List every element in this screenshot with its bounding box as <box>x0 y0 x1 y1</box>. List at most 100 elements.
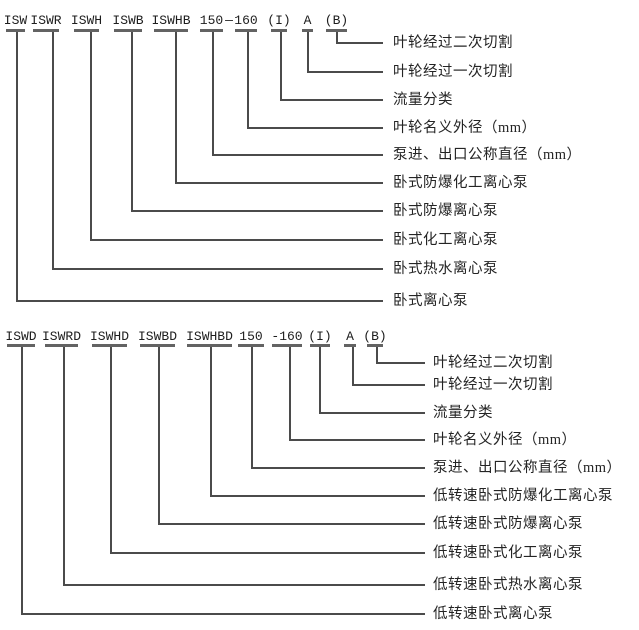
bottom-iswhd-underline <box>92 344 127 347</box>
bottom-iswhbd-connector-horizontal <box>210 495 425 497</box>
top-iswhb-connector-horizontal <box>175 182 383 184</box>
bottom-150-meaning-label: 泵进、出口公称直径（mm） <box>433 460 622 476</box>
bottom-b-meaning-label: 叶轮经过二次切割 <box>433 355 553 371</box>
top-160-connector-horizontal <box>247 127 383 129</box>
top-iswr-code: ISWR <box>30 13 62 28</box>
bottom-iswbd-underline <box>140 344 175 347</box>
top-isw-meaning-label: 卧式离心泵 <box>393 293 468 309</box>
bottom-iswhd-code: ISWHD <box>89 329 130 344</box>
top-iswh-connector-horizontal <box>90 239 383 241</box>
top-iswr-connector-horizontal <box>52 268 383 270</box>
top-iswr-connector-vertical <box>52 32 54 270</box>
top-b-meaning-label: 叶轮经过二次切割 <box>393 35 513 51</box>
bottom-iswrd-connector-vertical <box>63 347 65 586</box>
bottom-iswhbd-connector-vertical <box>210 347 212 497</box>
top-160-meaning-label: 叶轮名义外径（mm） <box>393 120 537 136</box>
bottom-iswbd-code: ISWBD <box>137 329 178 344</box>
bottom-a-connector-vertical <box>352 347 354 386</box>
top-isw-connector-vertical <box>16 32 18 302</box>
top-a-connector-vertical <box>307 32 309 73</box>
bottom-iswrd-code: ISWRD <box>41 329 82 344</box>
bottom-150-connector-vertical <box>251 347 253 469</box>
top-i-meaning-label: 流量分类 <box>393 92 453 108</box>
top-i-code: (I) <box>267 13 291 28</box>
bottom-150-connector-horizontal <box>251 467 425 469</box>
top-b-connector-vertical <box>336 32 338 44</box>
bottom-b-underline <box>367 344 383 347</box>
bottom-a-underline <box>344 344 356 347</box>
top-b-underline <box>326 29 347 32</box>
bottom-iswbd-connector-vertical <box>158 347 160 525</box>
top-iswb-underline <box>114 29 142 32</box>
top-iswb-connector-vertical <box>131 32 133 212</box>
top-iswh-connector-vertical <box>90 32 92 241</box>
top-iswh-underline <box>74 29 99 32</box>
top-isw-connector-horizontal <box>16 300 383 302</box>
bottom-i-connector-horizontal <box>319 412 425 414</box>
bottom-iswbd-meaning-label: 低转速卧式防爆离心泵 <box>433 516 583 532</box>
top-iswhb-connector-vertical <box>175 32 177 184</box>
bottom-iswbd-connector-horizontal <box>158 523 425 525</box>
top-iswh-code: ISWH <box>70 13 103 28</box>
top-i-underline <box>271 29 287 32</box>
top-b-code: (B) <box>324 13 349 28</box>
bottom-iswhbd-underline <box>187 344 232 347</box>
bottom-b-code: (B) <box>363 329 387 344</box>
bottom-i-code: (I) <box>308 329 332 344</box>
top-160-underline <box>235 29 257 32</box>
top-a-connector-horizontal <box>307 71 383 73</box>
bottom-150-underline <box>238 344 264 347</box>
bottom-iswd-underline <box>7 344 35 347</box>
top-isw-code: ISW <box>3 13 28 28</box>
bottom-iswhd-connector-vertical <box>110 347 112 554</box>
top-iswhb-code: ISWHB <box>151 13 191 28</box>
top-150-connector-vertical <box>212 32 214 156</box>
top-iswb-connector-horizontal <box>131 210 383 212</box>
bottom-i-meaning-label: 流量分类 <box>433 405 493 421</box>
bottom-iswd-meaning-label: 低转速卧式离心泵 <box>433 606 553 622</box>
bottom-160-connector-vertical <box>289 347 291 441</box>
top-iswhb-underline <box>154 29 188 32</box>
top-150-meaning-label: 泵进、出口公称直径（mm） <box>393 147 582 163</box>
top-150-code: 150 <box>199 13 224 28</box>
top-150-connector-horizontal <box>212 154 383 156</box>
top-iswr-meaning-label: 卧式热水离心泵 <box>393 261 498 277</box>
top-i-connector-vertical <box>280 32 282 101</box>
bottom-iswhd-meaning-label: 低转速卧式化工离心泵 <box>433 545 583 561</box>
top-i-connector-horizontal <box>280 99 383 101</box>
bottom-iswhbd-meaning-label: 低转速卧式防爆化工离心泵 <box>433 488 613 504</box>
bottom-a-connector-horizontal <box>352 384 425 386</box>
top-a-meaning-label: 叶轮经过一次切割 <box>393 64 513 80</box>
top-b-connector-horizontal <box>336 42 383 44</box>
bottom-iswrd-underline <box>45 344 78 347</box>
bottom-iswhbd-code: ISWHBD <box>186 329 233 344</box>
top-iswh-meaning-label: 卧式化工离心泵 <box>393 232 498 248</box>
top-a-code: A <box>303 13 312 28</box>
bottom-b-connector-horizontal <box>376 362 425 364</box>
top-iswb-code: ISWB <box>112 13 144 28</box>
bottom-a-meaning-label: 叶轮经过一次切割 <box>433 377 553 393</box>
bottom-150-code: 150 <box>239 329 263 344</box>
bottom-i-connector-vertical <box>319 347 321 414</box>
bottom-b-connector-vertical <box>376 347 378 364</box>
top-code-separator-dash: — <box>225 13 233 28</box>
bottom-iswrd-meaning-label: 低转速卧式热水离心泵 <box>433 577 583 593</box>
top-a-underline <box>302 29 313 32</box>
top-160-code: 160 <box>234 13 258 28</box>
bottom-iswd-connector-vertical <box>21 347 23 615</box>
top-iswr-underline <box>33 29 59 32</box>
bottom-iswd-code: ISWD <box>5 329 37 344</box>
bottom-160-connector-horizontal <box>289 439 425 441</box>
bottom-iswd-connector-horizontal <box>21 613 425 615</box>
top-150-underline <box>200 29 223 32</box>
top-iswhb-meaning-label: 卧式防爆化工离心泵 <box>393 175 528 191</box>
top-iswb-meaning-label: 卧式防爆离心泵 <box>393 203 498 219</box>
bottom-160-underline <box>272 344 302 347</box>
bottom-a-code: A <box>346 329 354 344</box>
bottom-160-meaning-label: 叶轮名义外径（mm） <box>433 432 577 448</box>
bottom-160-code: -160 <box>271 329 303 344</box>
bottom-iswrd-connector-horizontal <box>63 584 425 586</box>
